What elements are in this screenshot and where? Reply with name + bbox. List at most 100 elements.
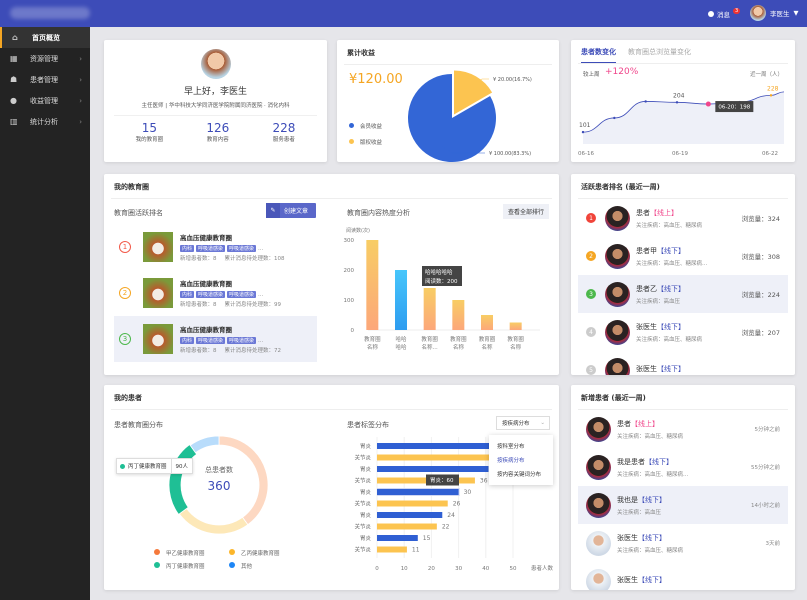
tag-bar[interactable] (377, 546, 407, 553)
option-by-keyword[interactable]: 按内容关键词分布 (497, 472, 542, 478)
patient-avatar (586, 568, 611, 590)
create-article-button[interactable]: ✎ 创建文章 (266, 203, 316, 218)
trend-point[interactable] (769, 94, 773, 97)
views-value: 224 (767, 291, 780, 299)
more-tags: ... (258, 246, 264, 252)
chevron-right-icon: › (79, 96, 82, 105)
rank-badge: 2 (119, 287, 131, 299)
edu-rank-item[interactable]: 1 高血压健康教育圈 内科 呼吸道感染 呼吸道感染... 新增患者数：8 累计消息待处理数：… (114, 224, 317, 270)
trend-point[interactable] (675, 101, 679, 104)
tag-bar[interactable] (377, 443, 541, 449)
heat-tooltip (422, 266, 462, 286)
user-menu[interactable]: 李医生 ▼ (750, 5, 799, 21)
stat-patients[interactable]: 228 服务患者 (272, 121, 295, 143)
heat-bar[interactable] (481, 315, 493, 330)
new-patient-item[interactable]: 患者【线上】 关注疾病：高血压、糖尿病 5分钟之前 (578, 410, 788, 448)
tooltip-name: 丙丁健康教育圈 (128, 459, 172, 473)
trend-point[interactable] (613, 116, 616, 120)
pending-label: 累计消息待处理数： (224, 348, 275, 354)
tag: 呼吸道感染 (227, 291, 257, 298)
heat-bar[interactable] (452, 300, 465, 330)
view-all-ranking-button[interactable]: 查看全部排行 (503, 204, 550, 219)
y-tick-label: 关节炎 (354, 523, 371, 531)
active-patient-item[interactable]: 2 患者甲【线下】 关注疾病：高血压、糖尿病... 浏览量：308 (578, 237, 788, 275)
tooltip-text: 胃炎：60 (430, 477, 454, 484)
patient-avatar (586, 416, 611, 442)
tag-bar[interactable] (377, 500, 448, 507)
views-value: 207 (767, 329, 780, 337)
heat-bar[interactable] (423, 288, 436, 330)
greeting: 早上好，李医生 (183, 87, 247, 97)
new-patient-item[interactable]: 我也是【线下】 关注疾病：高血压 14小时之前 (578, 486, 788, 524)
patient-name: 患者甲 (636, 246, 657, 255)
messages-button[interactable]: 消息 3 (708, 8, 741, 19)
legend-item[interactable]: 乙丙健康教育圈 (229, 549, 304, 557)
tag: 呼吸道感染 (196, 245, 226, 252)
tab-views-change[interactable]: 教育圈总浏览量变化 (628, 48, 691, 56)
tag-bar[interactable] (377, 523, 437, 530)
legend-item[interactable]: 甲乙健康教育圈 (154, 549, 229, 557)
sidebar-item-patients[interactable]: ☗ 患者管理 › (0, 69, 90, 90)
new-patient-item[interactable]: 张医生【线下】 关注疾病：高血压、糖尿病 3天前 (578, 524, 788, 562)
active-patient-item[interactable]: 5 张医生【线下】 (578, 351, 788, 375)
legend-item[interactable]: 其他 (229, 562, 304, 570)
edu-rank-item[interactable]: 2 高血压健康教育圈 内科 呼吸道感染 呼吸道感染... 新增患者数：8 累计消息待处理数：… (114, 270, 317, 316)
visit-mode: 【线下】 (657, 284, 685, 293)
new-patient-item[interactable]: 我是患者【线下】 关注疾病：高血压、糖尿病... 55分钟之前 (578, 448, 788, 486)
profile-stats: 15 我的教育圈 126 教育内容 228 服务患者 (114, 115, 317, 143)
new-patient-item[interactable]: 张医生【线下】 (578, 562, 788, 590)
visit-mode: 【线下】 (657, 364, 685, 373)
tag-bar[interactable] (377, 466, 489, 472)
edu-rank-item[interactable]: 3 高血压健康教育圈 内科 呼吸道感染 呼吸道感染... 新增患者数：8 累计消息待处理数：… (114, 316, 317, 362)
donut-segment[interactable] (178, 507, 249, 535)
added-time: 3天前 (765, 541, 781, 547)
hospital: 华中科技大学同济医学院附属同济医院 · 消化内科 (168, 103, 290, 109)
active-patient-item[interactable]: 1 患者【线上】 关注疾病：高血压、糖尿病 浏览量：324 (578, 199, 788, 237)
message-icon (708, 11, 714, 17)
tag-bar[interactable] (377, 535, 418, 541)
patient-avatar (605, 357, 630, 375)
pie-slice-member (408, 74, 496, 162)
sidebar-item-home[interactable]: ⌂ 首页概览 (0, 27, 90, 48)
trend-point[interactable] (581, 130, 585, 134)
heat-bar[interactable] (509, 322, 522, 331)
y-tick-label: 关节炎 (354, 477, 371, 485)
option-by-disease[interactable]: 按疾病分布 (497, 458, 525, 464)
card-title: 新增患者 (最近一周) (578, 385, 788, 410)
sidebar-item-revenue[interactable]: ● 收益管理 › (0, 90, 90, 111)
visit-mode: 【线下】 (638, 495, 666, 504)
donut-segment[interactable] (189, 435, 220, 454)
stat-content[interactable]: 126 教育内容 (206, 121, 229, 143)
tag-bar[interactable] (377, 489, 459, 495)
patient-info: 张医生【线下】 关注疾病：高血压、糖尿病 (617, 533, 766, 554)
sidebar-item-resources[interactable]: ▦ 资源管理 › (0, 48, 90, 69)
x-tick-label: 0 (375, 566, 379, 572)
sidebar-item-stats[interactable]: ▥ 统计分析 › (0, 111, 90, 132)
legend-dot (229, 549, 235, 555)
tag: 呼吸道感染 (196, 291, 226, 298)
stat-circles[interactable]: 15 我的教育圈 (136, 121, 164, 143)
bar-value-label: 15 (423, 535, 431, 542)
trend-point[interactable] (705, 101, 711, 107)
tag-bar[interactable] (377, 454, 513, 461)
tag-bar[interactable] (377, 477, 475, 484)
y-tick-label: 300 (344, 238, 355, 244)
distribution-dropdown: 按科室分布 按疾病分布 按内容关键词分布 (489, 435, 553, 485)
revenue-total: ¥120.00 (349, 72, 403, 87)
heat-bar[interactable] (395, 270, 407, 330)
trend-point[interactable] (644, 100, 647, 103)
views: 浏览量：308 (742, 251, 780, 261)
new-patients-card: 新增患者 (最近一周) 患者【线上】 关注疾病：高血压、糖尿病 5分钟之前 我是患者【… (571, 385, 795, 590)
tab-patient-change[interactable]: 患者数变化 (581, 47, 616, 63)
patient-disease: 关注疾病：高血压 (636, 298, 681, 305)
option-by-department[interactable]: 按科室分布 (497, 444, 525, 450)
active-patient-item[interactable]: 3 患者乙【线下】 关注疾病：高血压 浏览量：224 (578, 275, 788, 313)
active-patient-item[interactable]: 4 张医生【线下】 关注疾病：高血压、糖尿病 浏览量：207 (578, 313, 788, 351)
tag-bar[interactable] (377, 512, 443, 518)
heat-bar[interactable] (366, 240, 379, 330)
patient-info: 张医生【线下】 关注疾病：高血压、糖尿病 (636, 322, 742, 343)
legend-item[interactable]: 丙丁健康教育圈 (154, 562, 229, 570)
distribution-select[interactable]: 按疾病分布 ⌄ (496, 416, 550, 430)
patient-info: 患者【线上】 关注疾病：高血压、糖尿病 (636, 208, 742, 229)
added-time: 5分钟之前 (754, 427, 781, 433)
